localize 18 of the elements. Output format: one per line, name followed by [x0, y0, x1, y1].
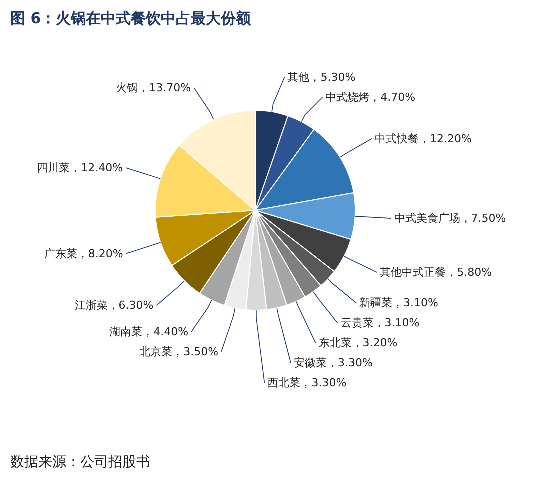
- slice-label: 中式烧烤，4.70%: [326, 90, 416, 104]
- slice-label: 云贵菜，3.10%: [340, 316, 420, 330]
- slice-label: 江浙菜，6.30%: [74, 299, 154, 312]
- slice-label: 湖南菜，4.40%: [110, 325, 189, 338]
- slice-label: 北京菜，3.50%: [140, 345, 219, 358]
- slice-label: 其他，5.30%: [288, 70, 356, 84]
- slice-label: 广东菜，8.20%: [44, 247, 124, 260]
- slice-label: 东北菜，3.20%: [318, 336, 398, 350]
- slice-label: 中式美食广场，7.50%: [394, 212, 506, 226]
- slice-label: 安徽菜，3.30%: [294, 356, 373, 370]
- slice-label: 新疆菜，3.10%: [360, 296, 438, 310]
- slice-label: 西北菜，3.30%: [268, 376, 347, 390]
- slice-label: 火锅，13.70%: [116, 81, 192, 94]
- chart-title: 图 6：火锅在中式餐饮中占最大份额: [10, 10, 252, 28]
- slice-label: 中式快餐，12.20%: [375, 132, 472, 146]
- slice-label: 其他中式正餐，5.80%: [380, 266, 492, 280]
- source-note: 数据来源：公司招股书: [10, 454, 150, 470]
- slice-label: 四川菜，12.40%: [37, 161, 124, 174]
